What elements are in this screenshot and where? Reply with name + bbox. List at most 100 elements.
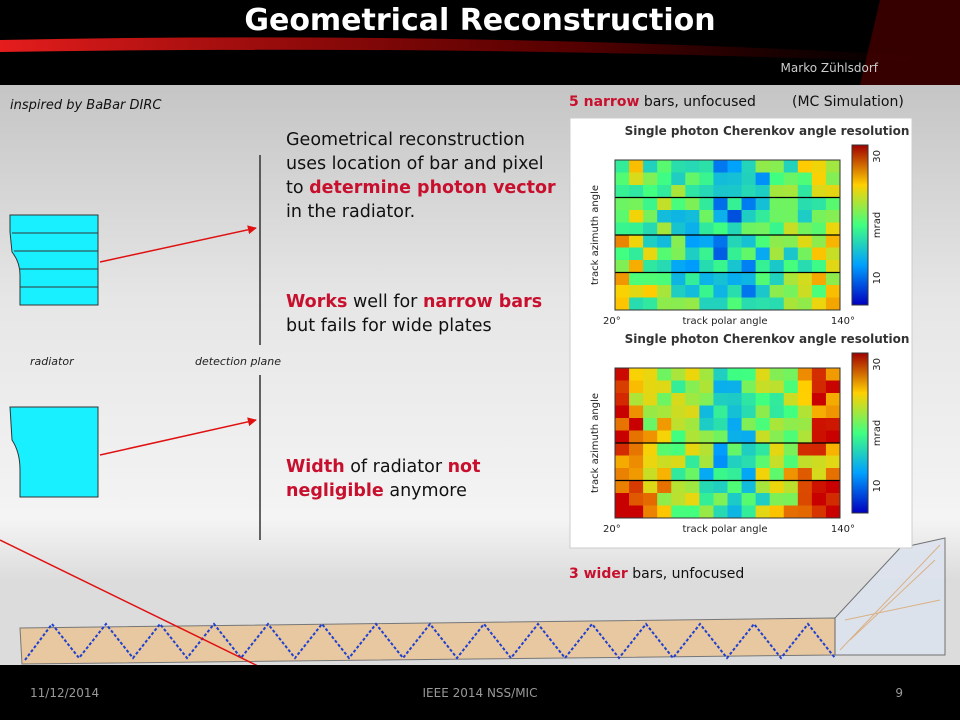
heatmap-cell <box>797 272 813 286</box>
heatmap-cell <box>825 380 841 394</box>
heatmap-cell <box>615 247 630 261</box>
heatmap-cell <box>713 172 728 186</box>
heatmap-cell <box>811 197 827 211</box>
heatmap-cell <box>783 368 799 381</box>
heatmap-cell <box>797 443 813 456</box>
heatmap-cell <box>727 455 743 469</box>
heatmap-cell <box>615 405 630 419</box>
heatmap-cell <box>783 210 799 223</box>
heatmap-cell <box>727 443 743 456</box>
heatmap-cell <box>699 368 714 381</box>
heatmap-cell <box>783 197 799 211</box>
heatmap-cell <box>811 480 827 494</box>
heatmap-cell <box>811 285 827 298</box>
author: Marko Zühlsdorf <box>781 61 879 75</box>
heatmap-cell <box>783 405 799 419</box>
heatmap-cell <box>825 247 841 261</box>
heatmap-cell <box>657 210 672 223</box>
heatmap-cell <box>797 172 813 186</box>
heatmap-cell <box>685 505 700 519</box>
heatmap-cell <box>755 405 771 419</box>
heatmap-cell <box>755 210 771 223</box>
heatmap-cell <box>769 160 785 173</box>
heatmap-cell <box>741 480 757 494</box>
heatmap-cell <box>615 380 630 394</box>
heatmap-cell <box>629 172 644 186</box>
heatmap-cell <box>629 235 644 248</box>
heatmap-cell <box>657 297 672 311</box>
heatmap-cell <box>825 260 841 273</box>
heatmap-cell <box>629 505 644 519</box>
heatmap-cell <box>671 418 686 431</box>
heatmap-cell <box>797 480 813 494</box>
heatmap-cell <box>671 285 686 298</box>
heatmap-cell <box>615 210 630 223</box>
panel-title: Single photon Cherenkov angle resolution <box>625 124 910 138</box>
heatmap-cell <box>741 380 757 394</box>
title: Geometrical Reconstruction <box>244 3 715 38</box>
heatmap-cell <box>629 247 644 261</box>
heatmap-cell <box>783 235 799 248</box>
heatmap-cell <box>727 247 743 261</box>
heatmap-cell <box>671 247 686 261</box>
heatmap-cell <box>685 297 700 311</box>
header-glow <box>860 0 960 85</box>
heatmap-cell <box>699 297 714 311</box>
heatmap-cell <box>671 443 686 456</box>
heatmap-cell <box>685 235 700 248</box>
heatmap-cell <box>783 480 799 494</box>
heatmap-cell <box>713 160 728 173</box>
heatmap-cell <box>727 297 743 311</box>
heatmap-cell <box>713 260 728 273</box>
heatmap-cell <box>643 197 658 211</box>
heatmap-cell <box>755 260 771 273</box>
heatmap-cell <box>615 260 630 273</box>
heatmap-cell <box>797 493 813 506</box>
heatmap-cell <box>699 393 714 406</box>
heatmap-cell <box>755 197 771 211</box>
footer-page: 9 <box>895 686 903 700</box>
heatmap-cell <box>713 468 728 481</box>
y-axis-label: track azimuth angle <box>590 185 601 285</box>
heatmap-cell <box>783 418 799 431</box>
heatmap-cell <box>811 272 827 286</box>
heatmap-cell <box>615 368 630 381</box>
photon-arrow <box>99 225 257 263</box>
heatmap-cell <box>657 160 672 173</box>
heatmap-cell <box>615 443 630 456</box>
heatmap-cell <box>713 480 728 494</box>
heatmap-cell <box>769 235 785 248</box>
heatmap-cell <box>741 368 757 381</box>
heatmap-cell <box>699 185 714 198</box>
heatmap-cell <box>629 468 644 481</box>
heatmap-cell <box>811 260 827 273</box>
heatmap-cell <box>643 160 658 173</box>
heatmap-cell <box>615 297 630 311</box>
heatmap-cell <box>811 297 827 311</box>
heatmap-cell <box>699 380 714 394</box>
heatmap-cell <box>699 493 714 506</box>
heatmap-cell <box>643 405 658 419</box>
heatmap-cell <box>643 247 658 261</box>
heatmap-cell <box>741 247 757 261</box>
heatmap-cell <box>825 418 841 431</box>
heatmap-cell <box>671 272 686 286</box>
heatmap-cell <box>769 493 785 506</box>
heatmap-cell <box>741 222 757 236</box>
radiator-bottom <box>9 406 99 498</box>
heatmap-cell <box>615 235 630 248</box>
heatmap-cell <box>657 368 672 381</box>
heatmap-cell <box>783 430 799 444</box>
emphasis: narrow bars <box>422 292 543 312</box>
note: inspired by BaBar DIRC <box>10 98 162 113</box>
heatmap-cell <box>755 297 771 311</box>
heatmap-cell <box>769 505 785 519</box>
heatmap-cell <box>657 222 672 236</box>
heatmap-cell <box>825 405 841 419</box>
sim-note: (MC Simulation) <box>792 94 904 110</box>
heatmap-cell <box>769 247 785 261</box>
heatmap-cell <box>811 493 827 506</box>
heatmap-cell <box>643 185 658 198</box>
heatmap-cell <box>629 297 644 311</box>
heatmap-cell <box>741 405 757 419</box>
